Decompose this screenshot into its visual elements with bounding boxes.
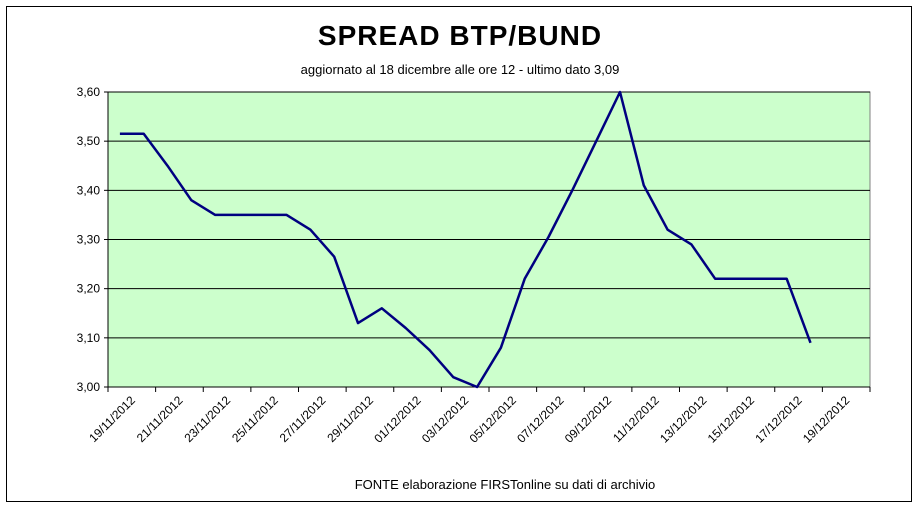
- x-tick-label: 19/11/2012: [86, 393, 138, 445]
- x-tick-label: 09/12/2012: [562, 393, 615, 446]
- x-tick-label: 23/11/2012: [181, 393, 233, 445]
- y-tick-label: 3,60: [77, 85, 101, 99]
- y-tick-label: 3,30: [77, 233, 101, 247]
- x-tick-label: 13/12/2012: [657, 393, 710, 446]
- x-tick-label: 19/12/2012: [800, 393, 853, 446]
- x-tick-label: 25/11/2012: [229, 393, 281, 445]
- x-tick-label: 01/12/2012: [371, 393, 424, 446]
- x-tick-label: 07/12/2012: [514, 393, 567, 446]
- x-tick-label: 17/12/2012: [752, 393, 805, 446]
- x-tick-label: 05/12/2012: [467, 393, 520, 446]
- y-tick-label: 3,10: [77, 331, 101, 345]
- spread-line: [119, 90, 812, 389]
- source-note: FONTE elaborazione FIRSTonline su dati d…: [354, 477, 656, 492]
- y-tick-label: 3,50: [77, 134, 101, 148]
- x-tick-label: 21/11/2012: [134, 393, 186, 445]
- x-tick-label: 27/11/2012: [277, 393, 329, 445]
- x-tick-label: 15/12/2012: [705, 393, 758, 446]
- x-tick-label: 11/12/2012: [610, 393, 662, 445]
- y-tick-label: 3,40: [77, 183, 101, 197]
- x-tick-label: 03/12/2012: [419, 393, 472, 446]
- x-tick-label: 29/11/2012: [324, 393, 376, 445]
- y-tick-label: 3,00: [77, 380, 101, 394]
- chart-title: SPREAD BTP/BUND: [317, 20, 603, 51]
- y-tick-label: 3,20: [77, 282, 101, 296]
- chart-subtitle: aggiornato al 18 dicembre alle ore 12 - …: [300, 62, 620, 77]
